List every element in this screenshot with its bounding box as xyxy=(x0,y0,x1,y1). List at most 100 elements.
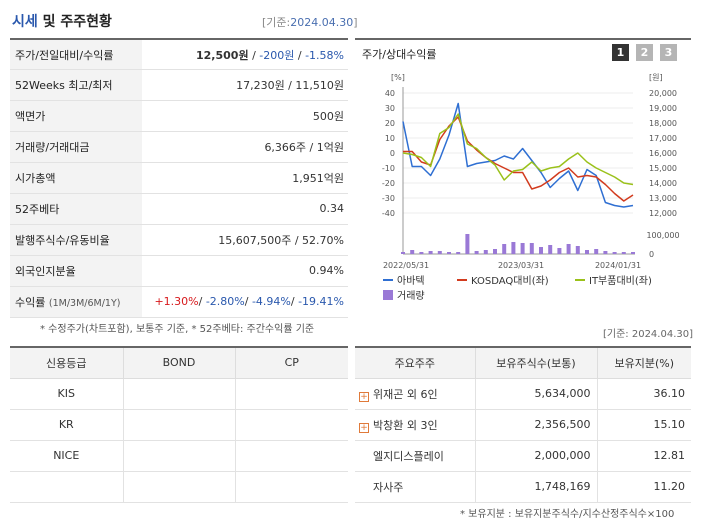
table-header-row: 신용등급 BOND CP xyxy=(10,347,348,379)
row-label: 발행주식수/유동비율 xyxy=(10,224,142,256)
volume-bar xyxy=(539,247,543,254)
row-value: 15,607,500주 / 52.70% xyxy=(142,224,348,256)
expand-plus-icon[interactable]: + xyxy=(359,422,369,433)
price-chart: [%] [원] 40 30 20 10 0 -10 -20 -30 -40 20,000 19,000 1… xyxy=(382,73,680,302)
right-axis-unit: [원] xyxy=(649,73,663,82)
cp-rating xyxy=(234,378,348,410)
left-tick-label: 40 xyxy=(385,89,395,98)
col-header-pct: 보유지분(%) xyxy=(596,347,691,379)
rating-agency: KIS xyxy=(10,378,123,410)
return-1m: +1.30% xyxy=(154,295,199,309)
chart-page-3-button[interactable]: 3 xyxy=(660,44,677,61)
table-row: KIS xyxy=(10,378,348,410)
volume-tick-label: 100,000 xyxy=(646,231,679,240)
separator: / xyxy=(290,295,299,309)
table-row: + 위재곤 외 6인 5,634,000 36.10 xyxy=(355,378,691,410)
holder-shares: 1,748,169 xyxy=(474,471,597,503)
table-row: 거래량/거래대금 6,366주 / 1억원 xyxy=(10,131,348,164)
volume-bar xyxy=(612,252,617,254)
bond-rating xyxy=(122,440,235,472)
left-axis-unit: [%] xyxy=(391,73,405,82)
row-label: 거래량/거래대금 xyxy=(10,131,142,164)
rating-agency: KR xyxy=(10,409,123,441)
volume-bar xyxy=(557,248,562,254)
left-tick-label: -10 xyxy=(382,164,395,173)
volume-tick-label: 0 xyxy=(649,250,654,259)
table-row: 외국인지분율 0.94% xyxy=(10,255,348,287)
holder-shares: 2,356,500 xyxy=(474,409,597,441)
table-header-row: 주요주주 보유주식수(보통) 보유지분(%) xyxy=(355,347,691,379)
table-row: KR xyxy=(10,409,348,441)
series-line-3 xyxy=(402,113,634,186)
right-tick-label: 14,000 xyxy=(649,179,677,188)
legend-label: 거래량 xyxy=(397,290,425,302)
chart-page-1-button[interactable]: 1 xyxy=(612,44,629,61)
col-header-cp: CP xyxy=(234,347,348,379)
date-suffix: ] xyxy=(353,16,358,29)
cp-rating xyxy=(234,409,348,441)
series-line-2 xyxy=(403,116,634,202)
credit-rating-table: 신용등급 BOND CP KIS KR NICE xyxy=(10,346,348,503)
col-header-shares: 보유주식수(보통) xyxy=(474,347,597,379)
x-tick-label: 2022/05/31 xyxy=(383,261,429,270)
holder-pct: 12.81 xyxy=(596,440,691,472)
volume-bar xyxy=(548,245,553,254)
return-1y: -19.41% xyxy=(298,295,344,309)
left-tick-label: 0 xyxy=(390,149,395,158)
right-tick-label: 12,000 xyxy=(649,209,677,218)
bond-rating xyxy=(122,409,235,441)
row-value: 1,951억원 xyxy=(142,162,348,194)
volume-bar xyxy=(465,234,470,254)
holder-name: 자사주 xyxy=(373,480,404,494)
left-tick-label: -40 xyxy=(382,209,395,218)
table-row: 자사주 1,748,169 11.20 xyxy=(355,471,691,503)
separator: / xyxy=(244,295,252,309)
title-main: 시세 xyxy=(12,14,38,30)
volume-bar xyxy=(474,251,479,254)
row-value: 0.34 xyxy=(142,193,348,225)
holder-name-cell: + 위재곤 외 6인 xyxy=(355,378,475,410)
holder-name-cell: 자사주 xyxy=(355,471,475,503)
chart-panel xyxy=(355,38,691,312)
quote-footnote: * 수정주가(차트포함), 보통주 기준, * 52주베타: 주간수익률 기준 xyxy=(40,324,315,335)
returns-value: +1.30%/ -2.80%/ -4.94%/ -19.41% xyxy=(142,286,348,318)
table-row xyxy=(10,471,348,503)
returns-sub: (1M/3M/6M/1Y) xyxy=(48,297,121,309)
table-row: 52Weeks 최고/최저 17,230원 / 11,510원 xyxy=(10,69,348,102)
volume-bar xyxy=(575,246,580,254)
rating-agency: NICE xyxy=(10,440,123,472)
volume-bar xyxy=(502,244,507,254)
chart-page-2-button[interactable]: 2 xyxy=(636,44,653,61)
volume-bar xyxy=(603,251,608,254)
volume-bar xyxy=(585,250,589,254)
expand-plus-icon[interactable]: + xyxy=(359,391,369,402)
chart-title: 주가/상대수익률 xyxy=(362,48,437,61)
price-change: -200원 xyxy=(259,48,295,62)
x-tick-label: 2023/03/31 xyxy=(498,261,544,270)
volume-bar xyxy=(621,252,626,254)
rating-agency xyxy=(10,471,123,503)
x-tick-label: 2024/01/31 xyxy=(595,261,641,270)
col-header-rating: 신용등급 xyxy=(10,347,123,379)
row-label: 52Weeks 최고/최저 xyxy=(10,69,142,102)
return-3m: -2.80% xyxy=(205,295,245,309)
returns-label: 수익률 xyxy=(15,295,46,309)
holder-shares: 2,000,000 xyxy=(474,440,597,472)
series-line-1 xyxy=(402,102,634,208)
col-header-bond: BOND xyxy=(122,347,235,379)
volume-bar xyxy=(529,243,534,254)
left-tick-label: -20 xyxy=(382,179,395,188)
left-tick-label: 30 xyxy=(385,104,395,113)
return-6m: -4.94% xyxy=(251,295,291,309)
row-value: 17,230원 / 11,510원 xyxy=(142,69,348,102)
right-tick-label: 17,000 xyxy=(649,134,677,143)
row-label: 수익률 (1M/3M/6M/1Y) xyxy=(10,286,142,318)
volume-bar xyxy=(520,243,525,254)
table-row: + 박창환 외 3인 2,356,500 15.10 xyxy=(355,409,691,441)
holder-pct: 36.10 xyxy=(596,378,691,410)
table-row: 주가/전일대비/수익률 12,500원 / -200원 / -1.58% xyxy=(10,39,348,71)
holder-name-cell: 엘지디스플레이 xyxy=(355,440,475,472)
table-row: 시가총액 1,951억원 xyxy=(10,162,348,194)
right-tick-label: 13,000 xyxy=(649,194,677,203)
left-tick-label: 20 xyxy=(385,119,395,128)
